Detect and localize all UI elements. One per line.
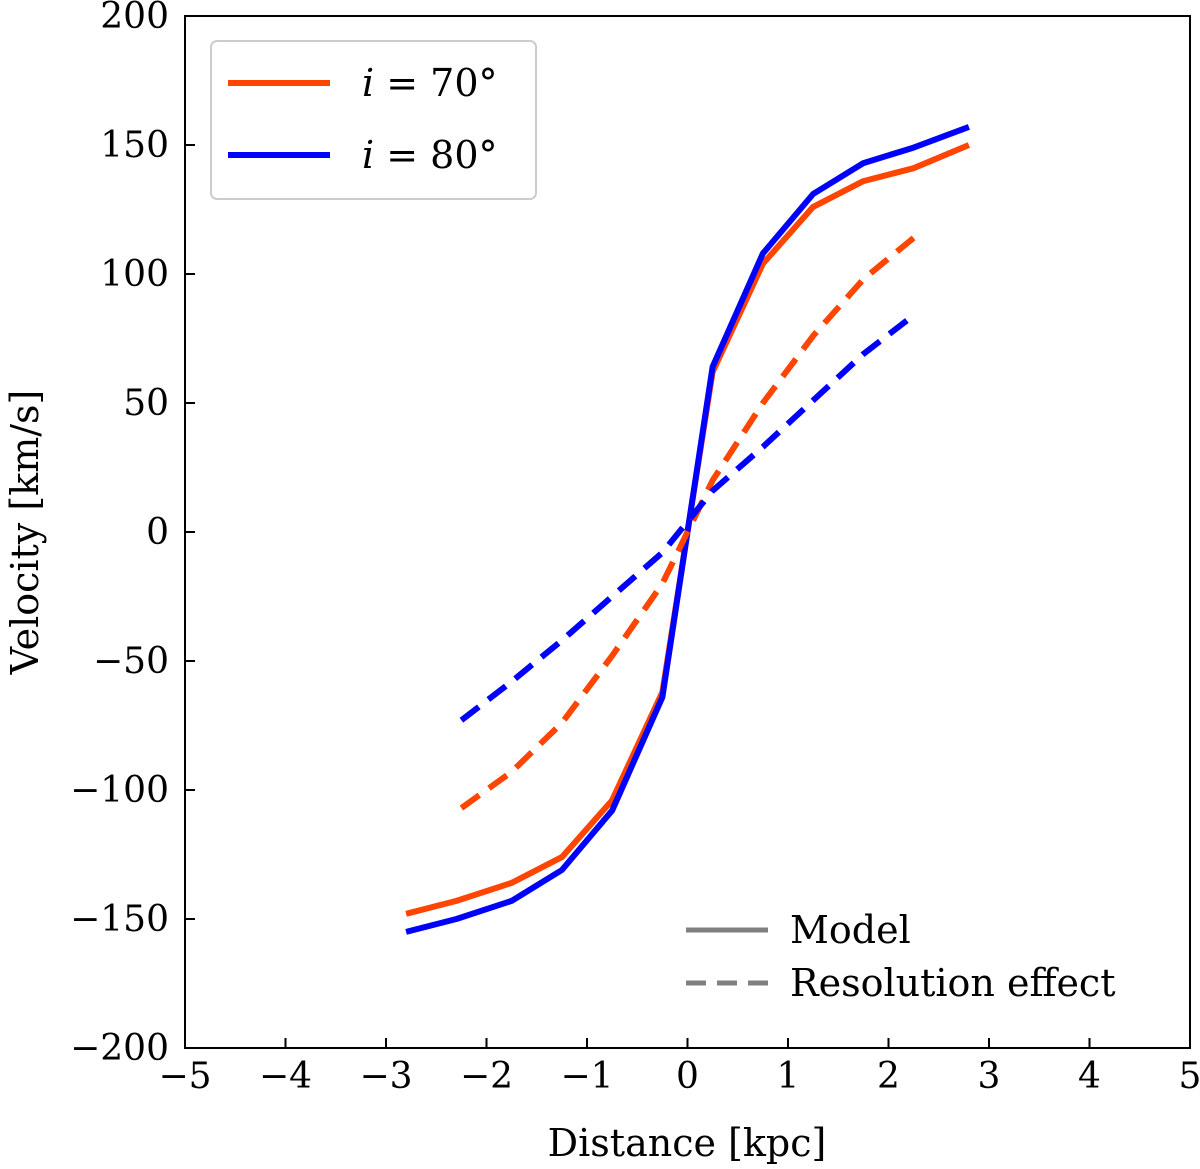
legend-label-model: Model xyxy=(790,908,911,952)
x-tick-label: 4 xyxy=(1078,1056,1101,1097)
y-tick-label: −50 xyxy=(93,641,169,682)
y-tick-label: −150 xyxy=(70,899,169,940)
y-tick-label: 100 xyxy=(100,254,169,295)
x-tick-label: 5 xyxy=(1179,1056,1200,1097)
y-tick-label: −100 xyxy=(70,770,169,811)
x-tick-label: −5 xyxy=(158,1056,211,1097)
y-tick-label: −200 xyxy=(70,1028,169,1069)
x-tick-label: 1 xyxy=(777,1056,800,1097)
x-tick-label: −1 xyxy=(560,1056,613,1097)
x-axis-label: Distance [kpc] xyxy=(548,1121,827,1165)
series-layer xyxy=(405,124,971,935)
style-legend: Model Resolution effect xyxy=(686,908,1116,1005)
x-axis-ticks: −5 −4 −3 −2 −1 0 1 2 3 4 5 xyxy=(158,1038,1200,1097)
color-legend: i = 70° i = 80° xyxy=(210,40,537,200)
y-tick-label: 200 xyxy=(100,0,169,37)
x-tick-label: 0 xyxy=(676,1056,699,1097)
x-tick-label: −4 xyxy=(259,1056,312,1097)
legend-label-i70: i = 70° xyxy=(362,61,498,105)
y-axis-label: Velocity [km/s] xyxy=(3,390,47,676)
x-tick-label: −3 xyxy=(359,1056,412,1097)
y-tick-label: 50 xyxy=(123,383,169,424)
legend-label-resolution-effect: Resolution effect xyxy=(790,961,1116,1005)
y-tick-label: 150 xyxy=(100,125,169,166)
y-tick-label: 0 xyxy=(146,512,169,553)
series-line-model-i80 xyxy=(405,124,970,935)
plot-frame xyxy=(184,15,1191,1049)
series-line-resolution-i70 xyxy=(459,235,916,811)
x-tick-label: 3 xyxy=(978,1056,1001,1097)
x-tick-label: −2 xyxy=(460,1056,513,1097)
y-axis-ticks: −200 −150 −100 −50 0 50 100 150 200 xyxy=(70,0,195,1069)
legend-label-i80: i = 80° xyxy=(362,133,498,177)
x-tick-label: 2 xyxy=(877,1056,900,1097)
series-line-resolution-i80 xyxy=(459,312,916,723)
